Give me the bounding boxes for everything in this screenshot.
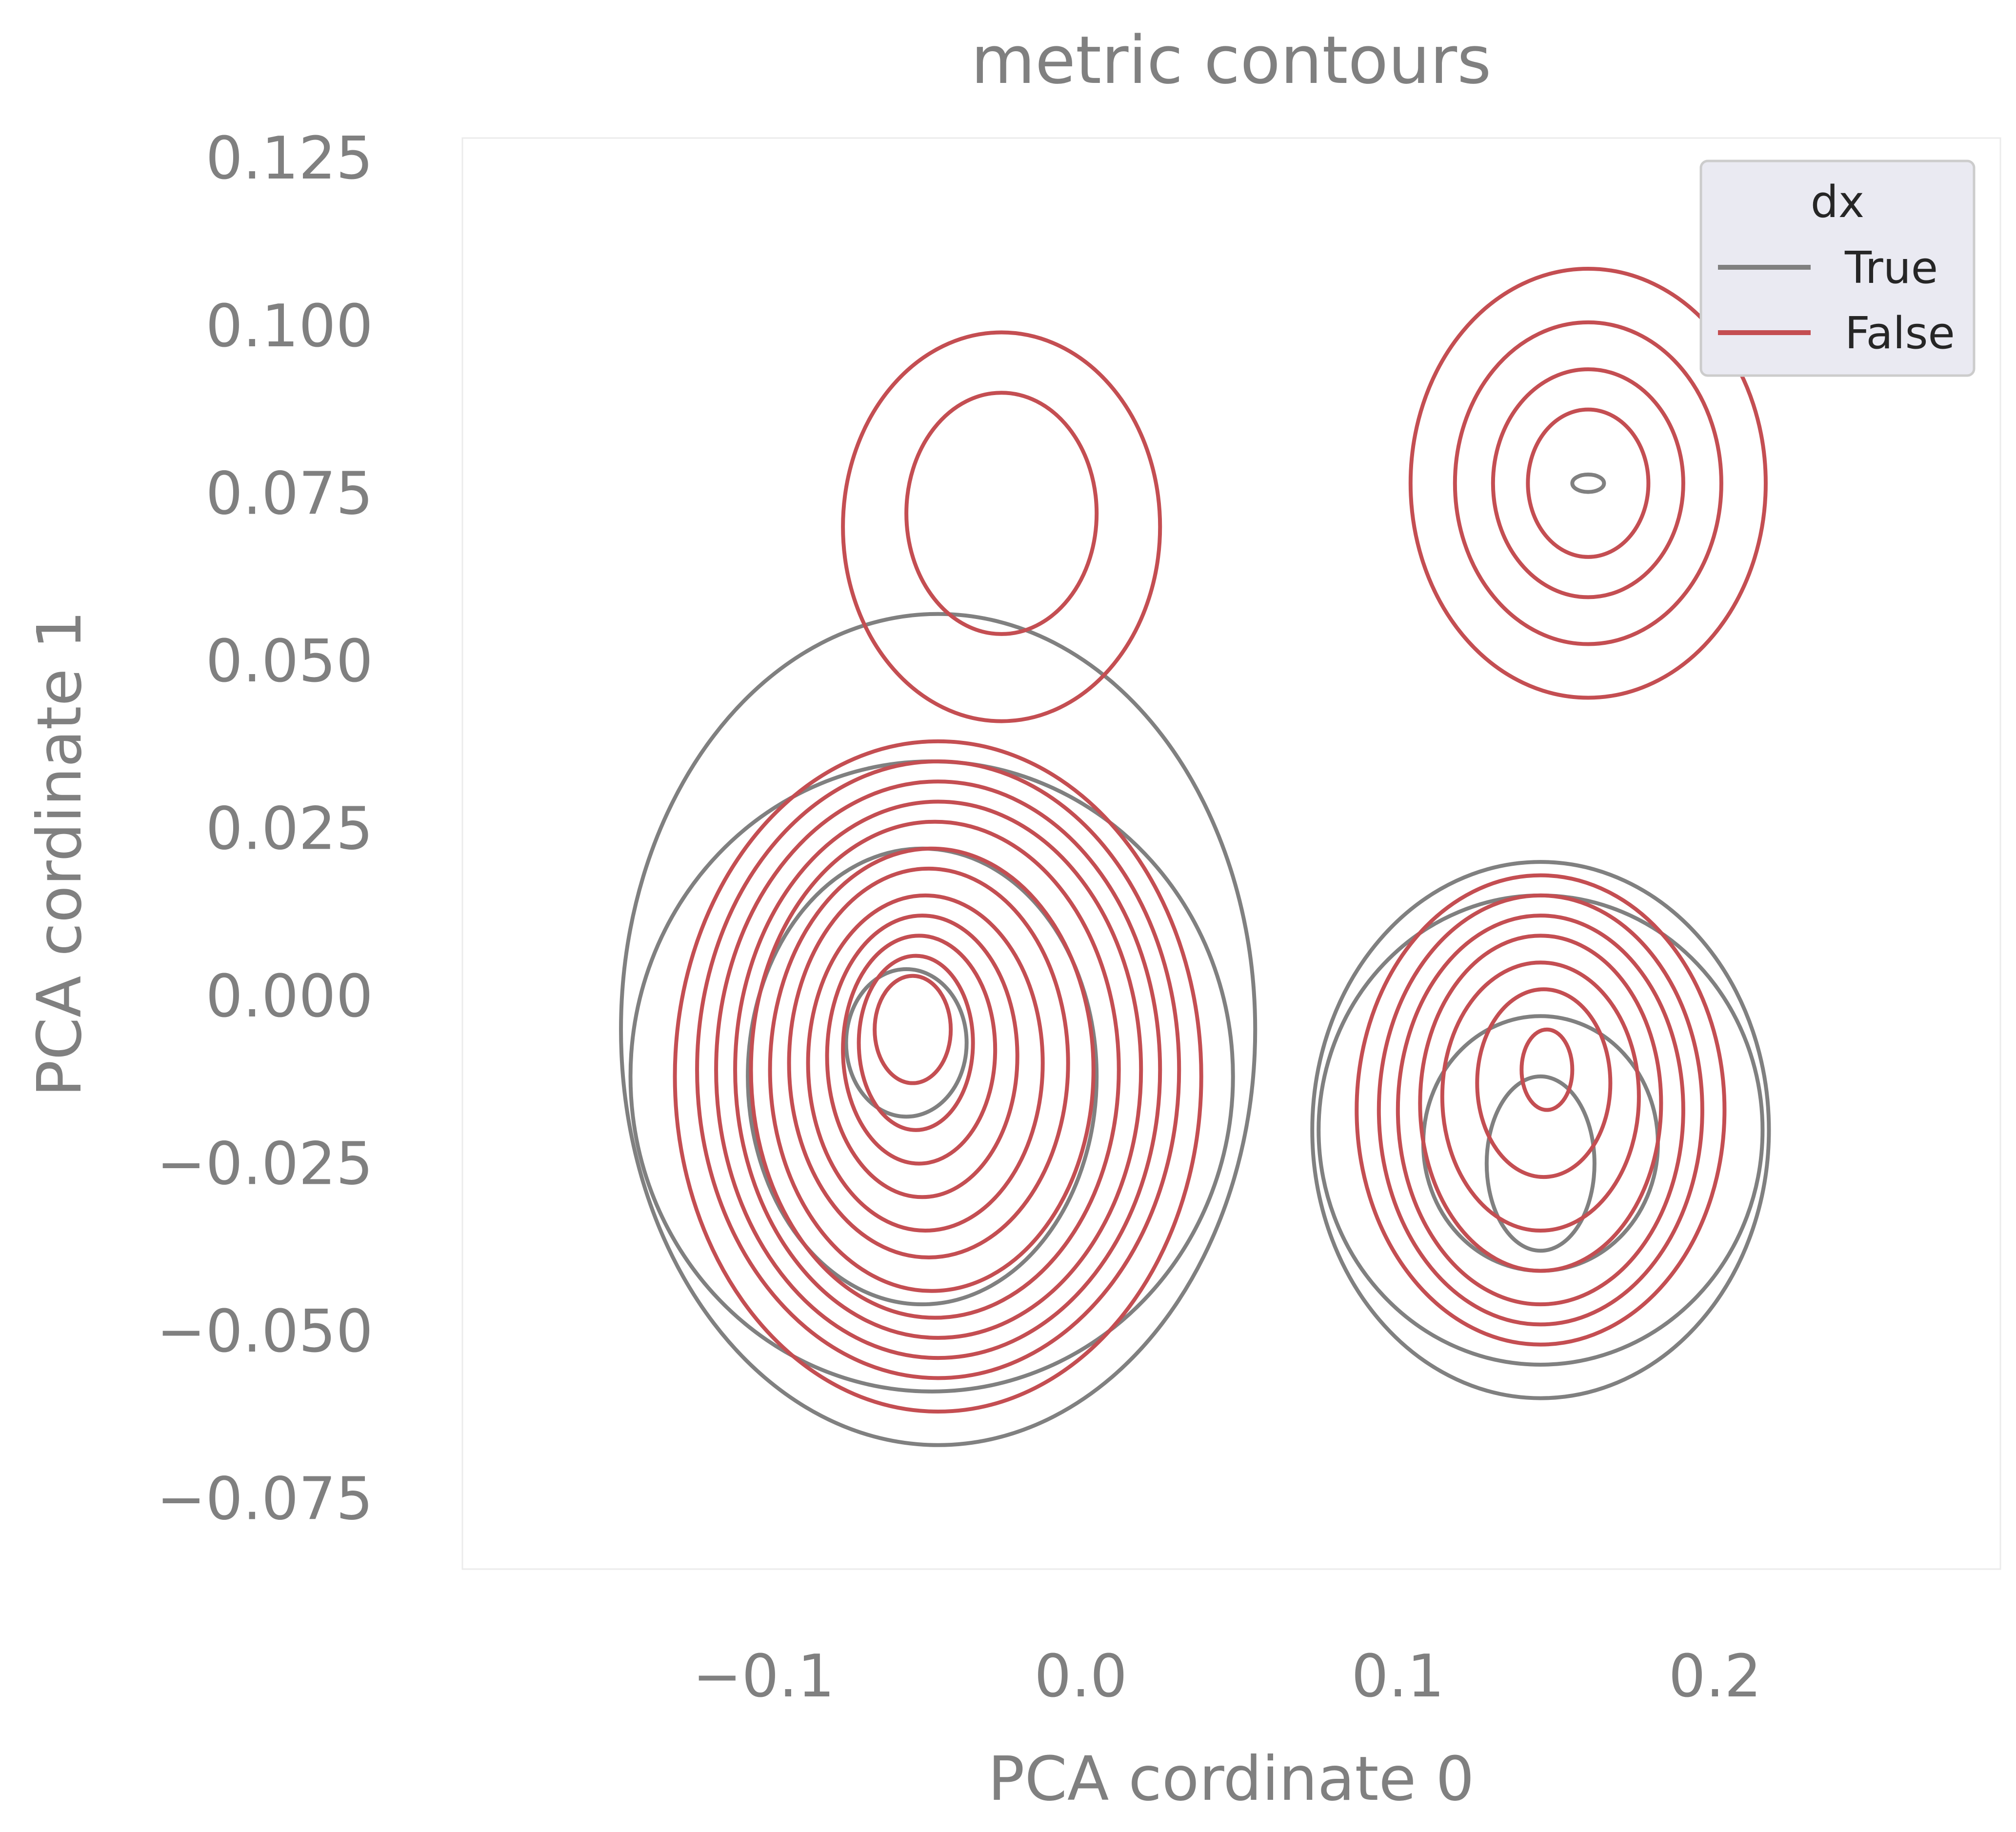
y-tick-label: −0.075 — [157, 1466, 373, 1533]
y-tick-label: 0.000 — [205, 963, 373, 1031]
contour-line-true — [1310, 860, 1771, 1400]
contours — [619, 266, 1771, 1447]
contour-line-false — [825, 914, 1019, 1199]
chart-title: metric contours — [971, 22, 1492, 99]
y-tick-label: 0.100 — [205, 293, 373, 360]
legend-label-true: True — [1844, 242, 1938, 294]
legend-box — [1699, 159, 1976, 377]
y-axis-label: PCA cordinate 1 — [24, 610, 95, 1096]
contour-line-false — [1418, 934, 1663, 1273]
legend: dx True False — [1699, 159, 1976, 377]
x-tick-label: 0.0 — [1034, 1643, 1127, 1711]
contour-line-false — [1475, 987, 1613, 1179]
x-tick-label: 0.1 — [1351, 1643, 1444, 1711]
contour-line-true — [1484, 1074, 1597, 1253]
y-tick-label: 0.075 — [205, 460, 373, 528]
contour-line-false — [787, 866, 1070, 1259]
contour-line-false — [1453, 320, 1723, 646]
x-tick-labels: −0.1 0.0 0.1 0.2 — [693, 1643, 1761, 1711]
contour-line-false — [1526, 407, 1651, 559]
contour-line-false — [733, 799, 1143, 1340]
x-tick-label: −0.1 — [693, 1643, 835, 1711]
contour-line-false — [1519, 1027, 1575, 1112]
x-tick-label: 0.2 — [1668, 1643, 1761, 1711]
contour-line-false — [749, 819, 1121, 1320]
legend-title: dx — [1811, 177, 1864, 228]
y-tick-label: 0.025 — [205, 795, 373, 863]
y-tick-label: 0.125 — [205, 125, 373, 193]
y-tick-label: −0.025 — [157, 1131, 373, 1198]
contour-line-false — [1491, 367, 1685, 599]
contour-line-false — [841, 934, 998, 1166]
contour-line-false — [673, 739, 1203, 1414]
y-tick-labels: 0.125 0.100 0.075 0.050 0.025 0.000 −0.025 −0.0… — [157, 125, 373, 1533]
y-tick-label: 0.050 — [205, 628, 373, 696]
contour-line-false — [768, 846, 1096, 1293]
contour-line-false — [1355, 873, 1727, 1347]
contour-line-false — [904, 391, 1099, 636]
contour-line-true — [1570, 472, 1606, 494]
y-tick-label: −0.050 — [157, 1298, 373, 1366]
contour-line-true — [619, 612, 1258, 1447]
contour-line-false — [857, 954, 975, 1132]
contour-line-false — [873, 974, 953, 1085]
contour-line-true — [844, 967, 969, 1119]
contour-line-false — [714, 779, 1162, 1360]
legend-label-false: False — [1845, 308, 1955, 359]
contour-line-false — [695, 759, 1181, 1380]
x-axis-label: PCA cordinate 0 — [988, 1744, 1474, 1814]
contour-line-false — [1396, 914, 1685, 1307]
contour-line-false — [806, 893, 1045, 1233]
contour-line-false — [1377, 893, 1704, 1327]
contour-line-false — [1440, 960, 1641, 1233]
contour-line-false — [841, 330, 1162, 723]
contour-line-false — [1408, 266, 1768, 700]
